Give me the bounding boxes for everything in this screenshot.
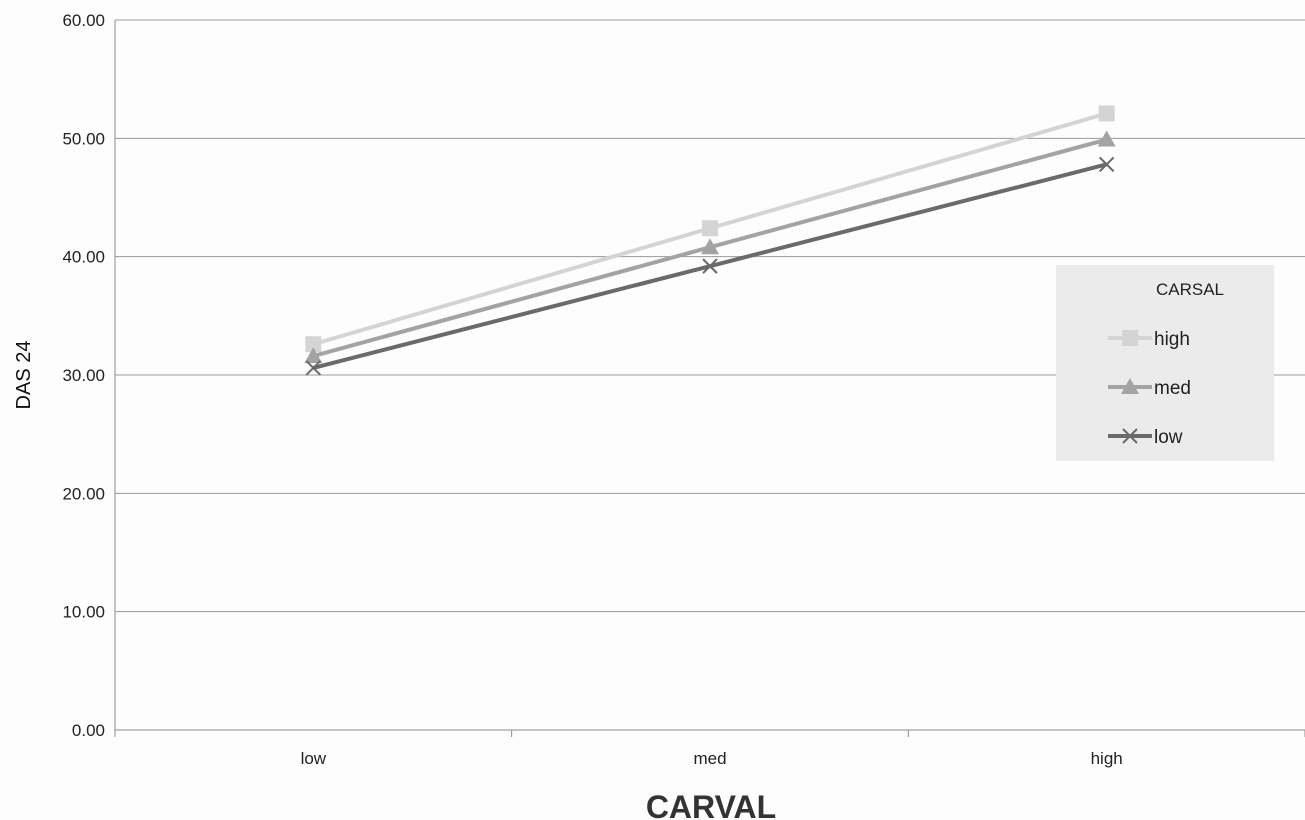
axes (114, 20, 1305, 737)
x-axis-title: CARVAL (646, 789, 776, 820)
data-point-med (1097, 130, 1116, 147)
x-tick-label: low (301, 749, 327, 768)
legend-item-med: med (1108, 378, 1191, 399)
x-marker-stroke (702, 258, 718, 274)
y-tick-label: 60.00 (62, 11, 105, 30)
y-tick-label: 50.00 (62, 129, 105, 148)
legend-title: CARSAL (1156, 280, 1224, 299)
tick-labels: 0.00 10.00 20.00 30.00 40.00 50.00 60.00 low med… (62, 11, 1122, 768)
x-marker-stroke (305, 360, 322, 376)
legend-item-low: low (1108, 427, 1183, 448)
y-tick-label: 40.00 (62, 248, 105, 267)
legend: CARSAL high med low (1056, 265, 1274, 461)
x-tick-label: med (693, 749, 726, 768)
x-marker-stroke (1098, 156, 1115, 173)
legend-marker (1121, 378, 1139, 394)
data-point-high (702, 220, 718, 237)
data-point-med (304, 347, 323, 364)
series-med (304, 130, 1116, 364)
gridlines (115, 19, 1305, 613)
y-tick-label: 20.00 (62, 484, 105, 503)
legend-item-high: high (1108, 329, 1190, 350)
legend-box (1056, 265, 1274, 461)
legend-label: med (1154, 378, 1191, 399)
legend-label: low (1154, 427, 1183, 448)
y-tick-label: 0.00 (72, 721, 105, 740)
y-tick-label: 30.00 (62, 366, 105, 385)
data-point-high (305, 336, 322, 353)
legend-marker (1122, 330, 1138, 346)
data-point-med (701, 238, 719, 255)
x-tick-label: high (1091, 749, 1123, 768)
legend-label: high (1154, 329, 1190, 350)
data-point-low (1098, 156, 1115, 173)
y-axis-title: DAS 24 (13, 341, 35, 410)
x-marker-stroke (1122, 428, 1138, 444)
data-point-high (1098, 105, 1115, 122)
legend-marker (1122, 428, 1138, 444)
data-point-low (702, 258, 718, 274)
series-low (305, 156, 1115, 376)
series-high (305, 105, 1115, 353)
y-tick-label: 10.00 (62, 603, 105, 622)
data-point-low (305, 360, 322, 376)
series-lines (304, 105, 1116, 376)
